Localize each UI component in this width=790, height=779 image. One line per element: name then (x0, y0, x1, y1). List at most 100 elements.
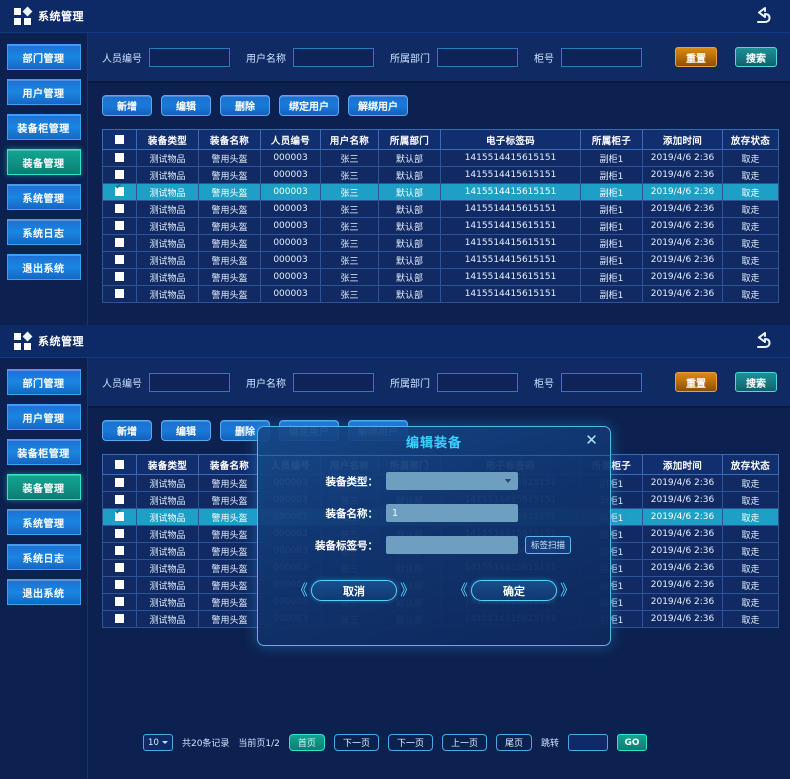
row-checkbox[interactable] (115, 153, 124, 162)
row-checkbox-cell[interactable] (102, 234, 137, 252)
sidebar-item-exit[interactable]: 退出系统 (6, 254, 81, 280)
back-arrow-icon[interactable] (752, 5, 774, 27)
row-checkbox-cell[interactable] (102, 200, 137, 218)
row-checkbox-cell[interactable] (102, 542, 137, 560)
page-title-bottom: 系统管理 (38, 335, 84, 348)
row-checkbox[interactable] (115, 495, 124, 504)
row-checkbox[interactable] (115, 546, 124, 555)
row-checkbox-cell[interactable] (102, 149, 137, 167)
row-checkbox-cell[interactable] (102, 285, 137, 303)
tag-scan-button[interactable]: 标签扫描 (525, 536, 572, 554)
row-checkbox[interactable] (115, 563, 124, 572)
row-checkbox-cell[interactable] (102, 576, 137, 594)
edit-button[interactable]: 编辑 (161, 95, 211, 116)
row-checkbox[interactable] (115, 221, 124, 230)
row-checkbox[interactable] (115, 255, 124, 264)
page-size-select[interactable]: 10 (142, 734, 173, 751)
row-checkbox[interactable] (115, 529, 124, 538)
row-checkbox[interactable] (115, 238, 124, 247)
next-page-button-2[interactable]: 下一页 (387, 734, 433, 751)
department-input[interactable] (437, 47, 518, 67)
row-checkbox[interactable] (115, 580, 124, 589)
row-checkbox[interactable] (115, 478, 124, 487)
user-name-input[interactable] (293, 372, 374, 392)
row-checkbox[interactable] (115, 597, 124, 606)
row-checkbox[interactable] (115, 614, 124, 623)
row-checkbox[interactable] (115, 510, 124, 521)
person-id-input[interactable] (149, 372, 230, 392)
cancel-button[interactable]: 取消 (310, 580, 397, 601)
sidebar-item-user[interactable]: 用户管理 (6, 404, 81, 430)
jump-page-input[interactable] (568, 734, 609, 751)
last-page-button[interactable]: 尾页 (495, 734, 532, 751)
row-checkbox-cell[interactable] (102, 183, 137, 201)
equipment-name-input[interactable] (386, 504, 518, 522)
row-checkbox-cell[interactable] (102, 491, 137, 509)
add-button[interactable]: 新增 (102, 95, 152, 116)
sidebar-item-department[interactable]: 部门管理 (6, 369, 81, 395)
sidebar-item-system[interactable]: 系统管理 (6, 509, 81, 535)
close-icon[interactable]: ✕ (585, 431, 598, 449)
search-button[interactable]: 搜索 (735, 47, 777, 67)
sidebar-item-cabinet[interactable]: 装备柜管理 (6, 114, 81, 140)
person-id-input[interactable] (149, 47, 230, 67)
row-checkbox-cell[interactable] (102, 610, 137, 628)
back-arrow-icon[interactable] (752, 330, 774, 352)
sidebar-item-user[interactable]: 用户管理 (6, 79, 81, 105)
sidebar-item-system[interactable]: 系统管理 (6, 184, 81, 210)
row-checkbox[interactable] (115, 170, 124, 179)
table-row[interactable]: 测试物品警用头盔000003张三默认部1415514415615151副柜120… (102, 183, 779, 201)
reset-button[interactable]: 重置 (675, 372, 717, 392)
select-all-header[interactable] (102, 454, 137, 475)
equipment-type-select[interactable] (386, 472, 518, 490)
sidebar-item-equipment[interactable]: 装备管理 (6, 474, 81, 500)
select-all-header[interactable] (102, 129, 137, 150)
row-checkbox-cell[interactable] (102, 508, 137, 526)
sidebar-item-log[interactable]: 系统日志 (6, 544, 81, 570)
reset-button[interactable]: 重置 (675, 47, 717, 67)
row-checkbox-cell[interactable] (102, 268, 137, 286)
row-checkbox[interactable] (115, 185, 124, 196)
department-input[interactable] (437, 372, 518, 392)
edit-button[interactable]: 编辑 (161, 420, 211, 441)
row-checkbox-cell[interactable] (102, 593, 137, 611)
row-checkbox-cell[interactable] (102, 217, 137, 235)
select-all-checkbox[interactable] (115, 460, 124, 469)
select-all-checkbox[interactable] (115, 135, 124, 144)
confirm-button[interactable]: 确定 (471, 580, 558, 601)
row-checkbox[interactable] (115, 272, 124, 281)
row-checkbox[interactable] (115, 289, 124, 298)
user-name-input[interactable] (293, 47, 374, 67)
equipment-tag-input[interactable] (386, 536, 518, 554)
row-checkbox-cell[interactable] (102, 251, 137, 269)
add-button[interactable]: 新增 (102, 420, 152, 441)
prev-page-button[interactable]: 上一页 (441, 734, 487, 751)
search-button[interactable]: 搜索 (735, 372, 777, 392)
unbind-user-button[interactable]: 解绑用户 (348, 95, 408, 116)
sidebar-item-cabinet[interactable]: 装备柜管理 (6, 439, 81, 465)
cabinet-no-input[interactable] (561, 372, 642, 392)
go-button[interactable]: GO (617, 734, 648, 751)
sidebar-item-equipment[interactable]: 装备管理 (6, 149, 81, 175)
bind-user-button[interactable]: 绑定用户 (279, 95, 339, 116)
row-checkbox-cell[interactable] (102, 166, 137, 184)
cabinet-no-input[interactable] (561, 47, 642, 67)
sidebar-item-exit[interactable]: 退出系统 (6, 579, 81, 605)
sidebar-item-department[interactable]: 部门管理 (6, 44, 81, 70)
delete-button[interactable]: 删除 (220, 95, 270, 116)
row-checkbox[interactable] (115, 204, 124, 213)
row-checkbox-cell[interactable] (102, 525, 137, 543)
first-page-button[interactable]: 首页 (288, 734, 325, 751)
row-checkbox-cell[interactable] (102, 559, 137, 577)
next-page-button[interactable]: 下一页 (333, 734, 379, 751)
sidebar-item-log[interactable]: 系统日志 (6, 219, 81, 245)
row-checkbox-cell[interactable] (102, 474, 137, 492)
